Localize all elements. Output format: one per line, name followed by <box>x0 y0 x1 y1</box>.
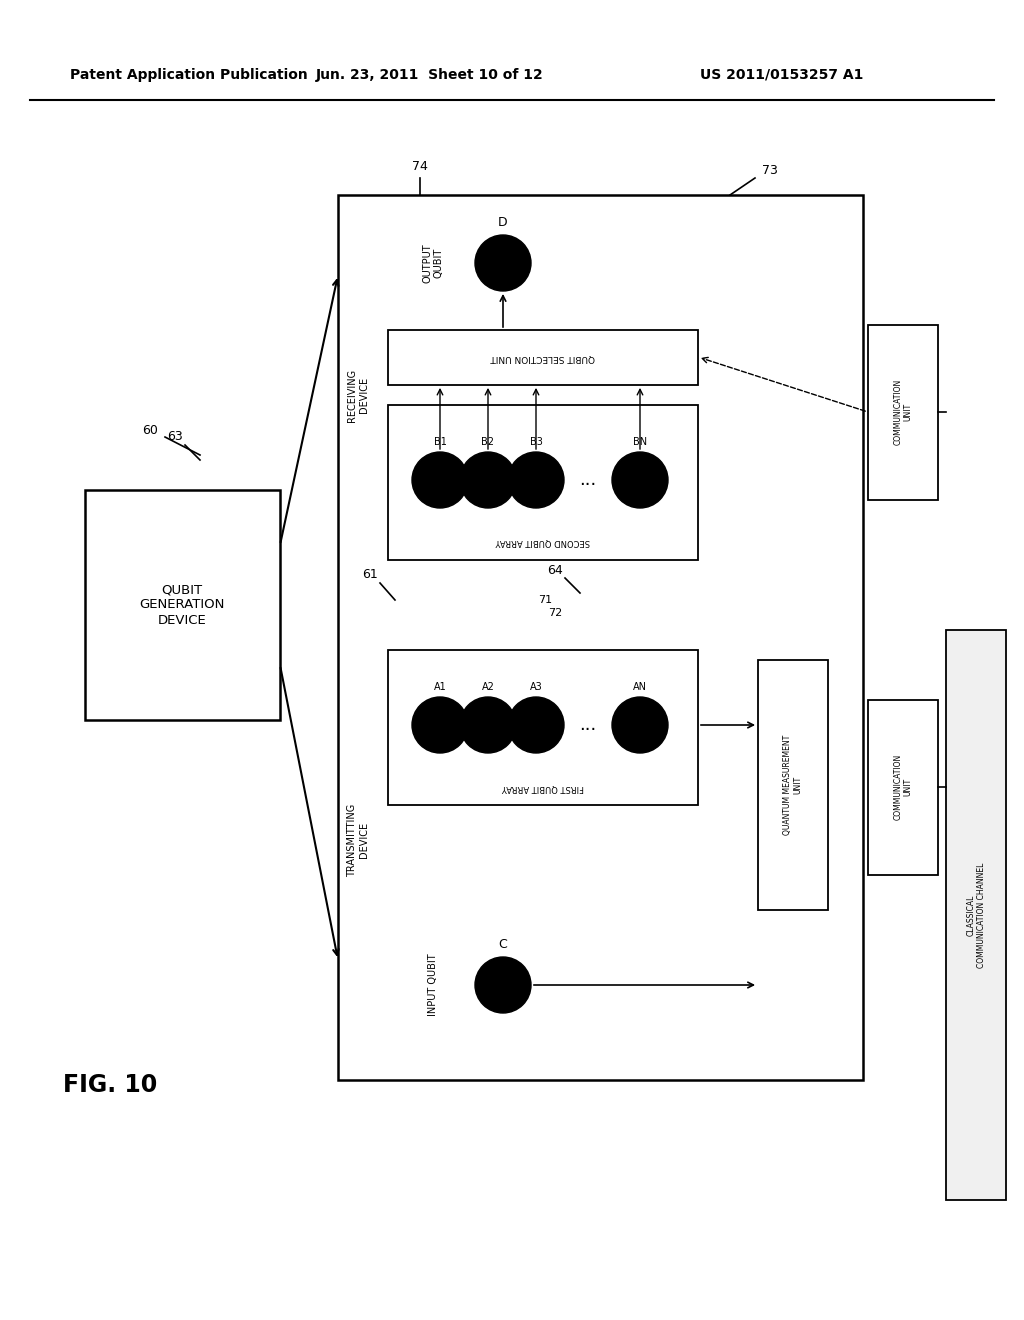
Bar <box>868 325 938 500</box>
Circle shape <box>460 697 516 752</box>
Text: QUBIT
GENERATION
DEVICE: QUBIT GENERATION DEVICE <box>139 583 224 627</box>
Text: FIRST QUBIT ARRAY: FIRST QUBIT ARRAY <box>502 783 584 792</box>
Text: ...: ... <box>580 471 597 488</box>
Text: TRANSMITTING
DEVICE: TRANSMITTING DEVICE <box>347 804 369 876</box>
Circle shape <box>412 697 468 752</box>
Bar <box>758 660 828 909</box>
Circle shape <box>460 451 516 508</box>
Text: COMMUNICATION
UNIT: COMMUNICATION UNIT <box>893 754 912 820</box>
Text: FIG. 10: FIG. 10 <box>62 1073 157 1097</box>
Bar <box>868 700 938 875</box>
Bar <box>338 195 863 1080</box>
Text: OUTPUT
QUBIT: OUTPUT QUBIT <box>422 243 443 282</box>
Text: ...: ... <box>580 715 597 734</box>
Circle shape <box>508 451 564 508</box>
Text: B2: B2 <box>481 437 495 447</box>
Circle shape <box>475 235 531 290</box>
Text: 63: 63 <box>167 430 183 444</box>
Text: A3: A3 <box>529 682 543 692</box>
Text: 74: 74 <box>412 161 428 173</box>
Text: 62: 62 <box>482 458 498 471</box>
Text: Patent Application Publication: Patent Application Publication <box>70 69 308 82</box>
Text: QUANTUM MEASUREMENT
UNIT: QUANTUM MEASUREMENT UNIT <box>783 735 803 836</box>
Text: D: D <box>499 216 508 230</box>
Text: 64: 64 <box>547 564 563 577</box>
Bar <box>388 330 698 385</box>
Text: AN: AN <box>633 682 647 692</box>
Bar <box>946 630 1006 1200</box>
Text: CLASSICAL
COMMUNICATION CHANNEL: CLASSICAL COMMUNICATION CHANNEL <box>967 862 986 968</box>
Bar <box>388 405 698 560</box>
Text: 60: 60 <box>142 424 158 437</box>
Text: QUBIT SELECTION UNIT: QUBIT SELECTION UNIT <box>490 352 595 362</box>
Text: RECEIVING
DEVICE: RECEIVING DEVICE <box>347 368 369 421</box>
Circle shape <box>612 697 668 752</box>
Text: 72: 72 <box>548 609 562 618</box>
Circle shape <box>412 451 468 508</box>
Text: B1: B1 <box>433 437 446 447</box>
Circle shape <box>612 451 668 508</box>
Bar <box>85 490 280 719</box>
Text: A1: A1 <box>433 682 446 692</box>
Text: INPUT QUBIT: INPUT QUBIT <box>428 953 438 1016</box>
Text: 73: 73 <box>762 164 778 177</box>
Text: COMMUNICATION
UNIT: COMMUNICATION UNIT <box>893 379 912 445</box>
Circle shape <box>475 957 531 1012</box>
Text: 61: 61 <box>362 569 378 582</box>
Text: C: C <box>499 939 507 952</box>
Bar <box>388 649 698 805</box>
Text: 71: 71 <box>538 595 552 605</box>
Text: B3: B3 <box>529 437 543 447</box>
Text: A2: A2 <box>481 682 495 692</box>
Circle shape <box>508 697 564 752</box>
Text: Jun. 23, 2011  Sheet 10 of 12: Jun. 23, 2011 Sheet 10 of 12 <box>316 69 544 82</box>
Text: US 2011/0153257 A1: US 2011/0153257 A1 <box>700 69 863 82</box>
Text: SECOND QUBIT ARRAY: SECOND QUBIT ARRAY <box>496 537 590 546</box>
Text: BN: BN <box>633 437 647 447</box>
